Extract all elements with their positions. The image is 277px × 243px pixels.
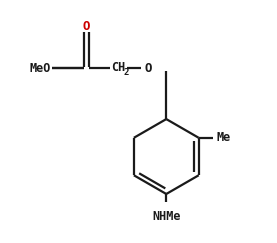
Text: O: O bbox=[144, 62, 152, 75]
Text: CH: CH bbox=[112, 61, 126, 74]
Text: Me: Me bbox=[217, 131, 231, 144]
Text: O: O bbox=[83, 20, 90, 33]
Text: 2: 2 bbox=[123, 68, 128, 77]
Text: MeO: MeO bbox=[29, 62, 51, 75]
Text: NHMe: NHMe bbox=[152, 210, 181, 223]
